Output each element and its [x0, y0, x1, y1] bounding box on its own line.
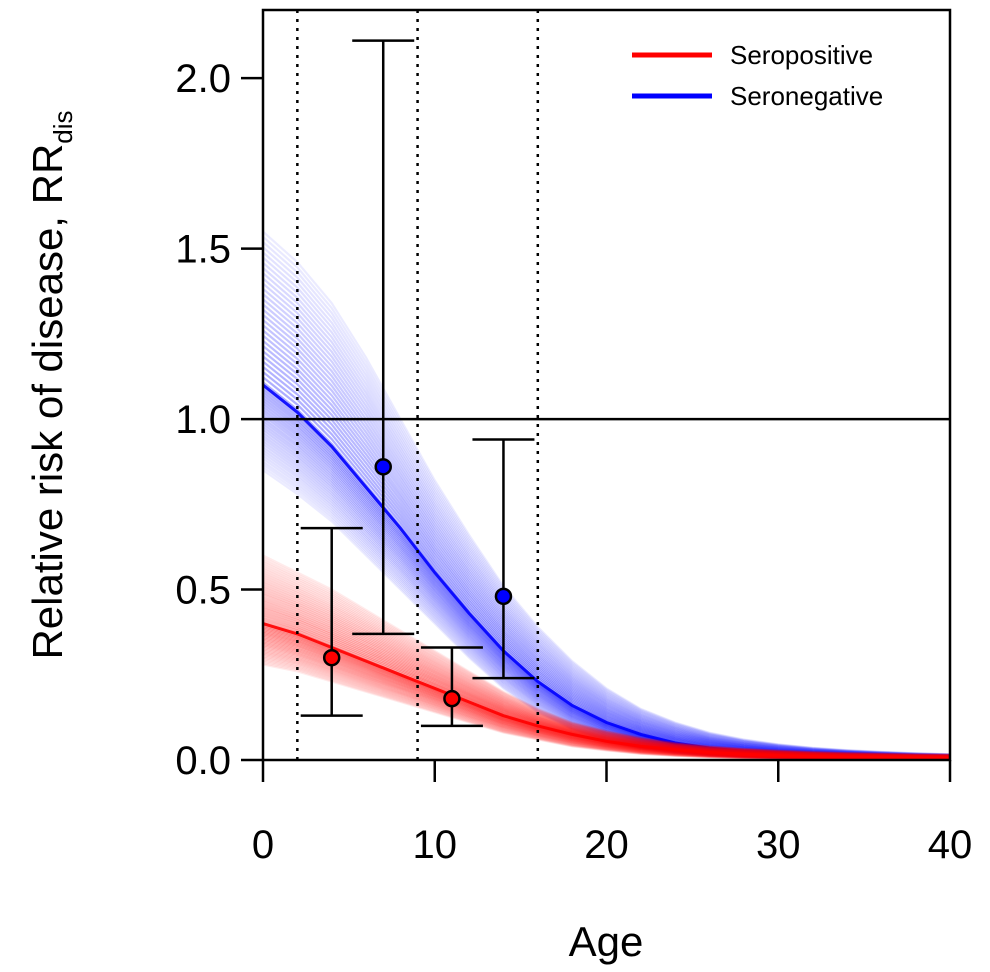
curve-seronegative — [263, 319, 950, 758]
curve-seronegative — [263, 261, 950, 757]
curve-seropositive — [263, 566, 950, 757]
curve-seronegative — [263, 293, 950, 757]
observation-3 — [420, 646, 483, 728]
curve-seropositive — [263, 554, 950, 756]
curve-seronegative — [263, 329, 950, 758]
curve-seropositive — [263, 563, 950, 757]
posterior-curves — [263, 230, 950, 760]
y-axis-title-subscript: dis — [48, 110, 78, 143]
curve-seronegative — [263, 303, 950, 758]
curve-seronegative — [263, 272, 950, 757]
x-tick-label: 40 — [928, 823, 973, 867]
y-tick-label: 0.5 — [175, 569, 231, 613]
x-axis: 0 10 20 30 40 — [252, 760, 972, 867]
curve-seronegative — [263, 256, 950, 756]
y-axis-title: Relative risk of disease, RRdis — [24, 110, 78, 659]
curve-seropositive — [263, 596, 950, 758]
observation-point — [374, 458, 392, 476]
legend-label-seronegative: Seronegative — [730, 81, 883, 111]
observation-4 — [472, 438, 535, 680]
y-tick-label: 0.0 — [175, 739, 231, 783]
x-tick-label: 0 — [252, 823, 274, 867]
observation-1 — [300, 526, 363, 717]
curve-seronegative — [263, 230, 950, 756]
observation-point — [322, 648, 341, 667]
curve-seronegative — [263, 251, 950, 756]
curve-seropositive — [263, 589, 950, 758]
median-curve-seropositive — [263, 622, 950, 760]
curve-seropositive — [263, 652, 950, 760]
y-tick-label: 1.0 — [175, 398, 231, 442]
curve-seronegative — [263, 313, 950, 758]
curve-seropositive — [263, 653, 950, 760]
legend-label-seropositive: Seropositive — [730, 40, 873, 70]
observations — [300, 39, 535, 728]
observation-point — [443, 689, 461, 708]
observation-point — [494, 587, 513, 606]
observation-2 — [352, 39, 415, 636]
legend: Seropositive Seronegative — [632, 40, 883, 111]
curve-seropositive — [263, 593, 950, 758]
curve-seronegative — [263, 324, 950, 758]
curve-seronegative — [263, 235, 950, 756]
curve-seropositive — [263, 572, 950, 757]
curve-seronegative — [263, 277, 950, 757]
curve-seropositive — [263, 568, 950, 757]
curve-seronegative — [263, 308, 950, 758]
curve-seropositive — [263, 582, 950, 758]
curve-seronegative — [263, 241, 950, 756]
curve-seropositive — [263, 584, 950, 758]
y-tick-label: 1.5 — [175, 228, 231, 272]
curve-seronegative — [263, 246, 950, 756]
curve-seropositive — [263, 556, 950, 756]
curve-seropositive — [263, 570, 950, 757]
y-axis-title-main: Relative risk of disease, RR — [24, 144, 71, 660]
curve-seronegative — [263, 454, 950, 760]
curve-seropositive — [263, 591, 950, 758]
y-axis: 0.0 0.5 1.0 1.5 2.0 — [175, 57, 263, 783]
curve-seronegative — [263, 452, 950, 760]
x-tick-label: 30 — [756, 823, 801, 867]
reference-lines — [263, 10, 950, 760]
x-tick-label: 10 — [413, 823, 458, 867]
curve-seronegative — [263, 267, 950, 757]
y-tick-label: 2.0 — [175, 57, 231, 101]
curve-seronegative — [263, 287, 950, 757]
curve-seronegative — [263, 350, 950, 759]
curve-seronegative — [263, 298, 950, 758]
curve-seropositive — [263, 598, 950, 759]
x-axis-title: Age — [569, 918, 644, 965]
curve-seropositive — [263, 586, 950, 758]
curve-seropositive — [263, 559, 950, 756]
curve-seropositive — [263, 561, 950, 756]
curve-seropositive — [263, 575, 950, 757]
series-seropositive — [263, 554, 950, 760]
x-tick-label: 20 — [584, 823, 629, 867]
